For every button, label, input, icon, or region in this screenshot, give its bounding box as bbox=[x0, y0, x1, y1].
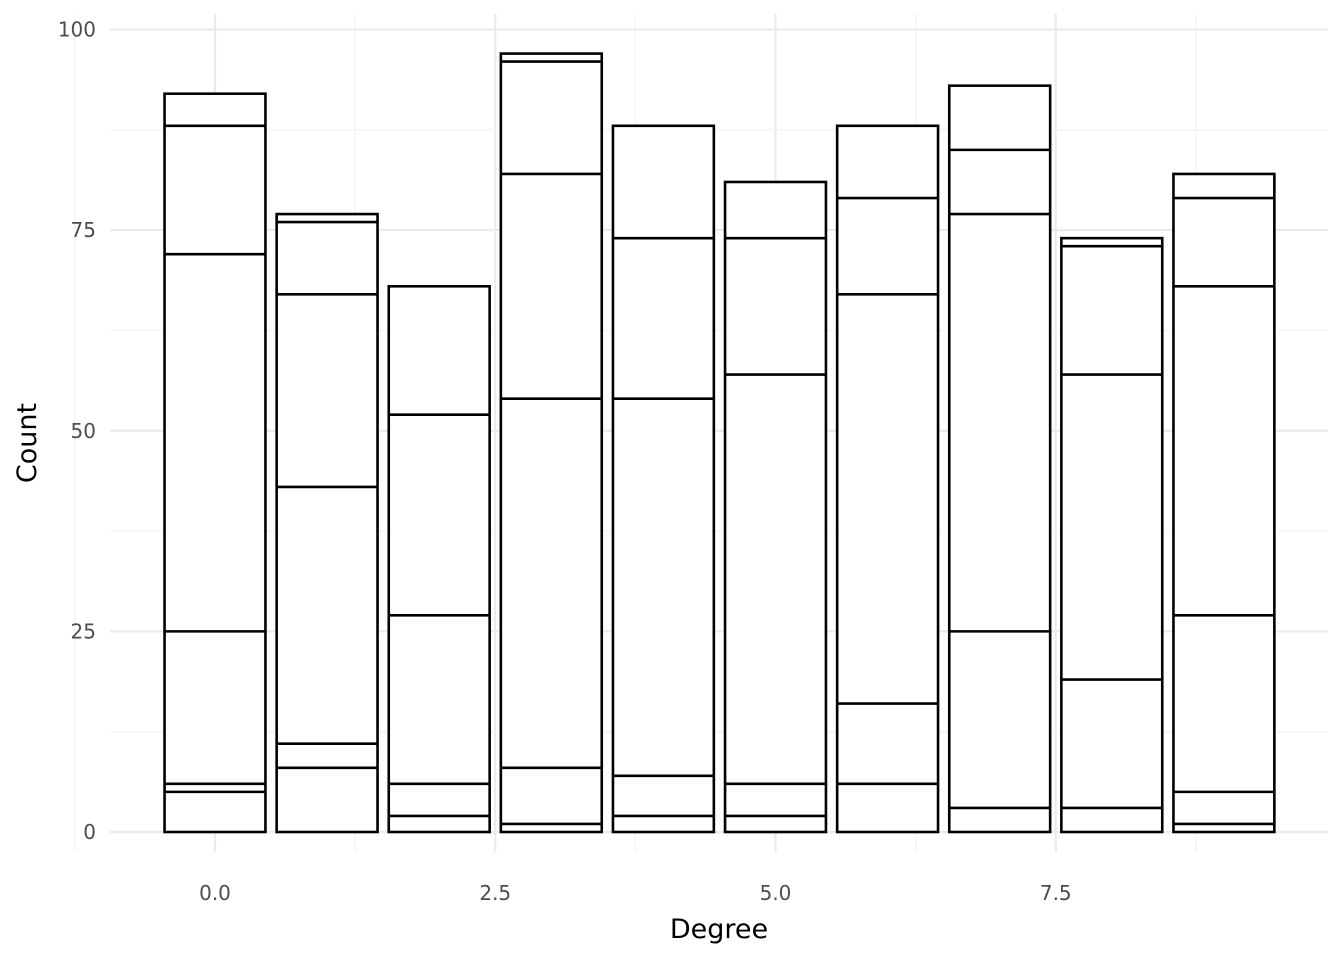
bar-group bbox=[947, 84, 1052, 834]
y-tick-label: 25 bbox=[71, 619, 96, 643]
bar bbox=[723, 180, 828, 834]
y-tick-label: 0 bbox=[83, 820, 96, 844]
bars bbox=[163, 52, 1276, 834]
x-tick-label: 2.5 bbox=[479, 881, 511, 905]
y-tick-label: 50 bbox=[71, 419, 96, 443]
bar-group bbox=[723, 180, 828, 834]
bar-group bbox=[611, 124, 716, 834]
bar bbox=[163, 92, 267, 834]
x-tick-label: 7.5 bbox=[1040, 881, 1072, 905]
bar-group bbox=[163, 92, 267, 834]
bar bbox=[947, 84, 1052, 834]
bar bbox=[499, 52, 604, 834]
tick-labels: 0.0 2.5 5.0 7.5 0 25 50 75 100 bbox=[58, 18, 1072, 906]
bar bbox=[611, 124, 716, 834]
y-tick-label: 100 bbox=[58, 18, 96, 42]
bar-group bbox=[275, 212, 379, 834]
bar-group bbox=[1172, 172, 1276, 834]
bar bbox=[835, 124, 940, 834]
x-tick-label: 5.0 bbox=[760, 881, 792, 905]
bar bbox=[275, 212, 379, 834]
x-axis-title: Degree bbox=[670, 914, 768, 945]
bar-group bbox=[835, 124, 940, 834]
bar bbox=[1060, 236, 1164, 834]
bar bbox=[1172, 172, 1276, 834]
bar-group bbox=[387, 284, 491, 834]
bar bbox=[387, 284, 491, 834]
bar-group bbox=[499, 52, 604, 834]
x-tick-label: 0.0 bbox=[199, 881, 231, 905]
y-tick-label: 75 bbox=[71, 218, 96, 242]
bar-group bbox=[1060, 236, 1164, 834]
y-axis-title: Count bbox=[12, 403, 43, 483]
